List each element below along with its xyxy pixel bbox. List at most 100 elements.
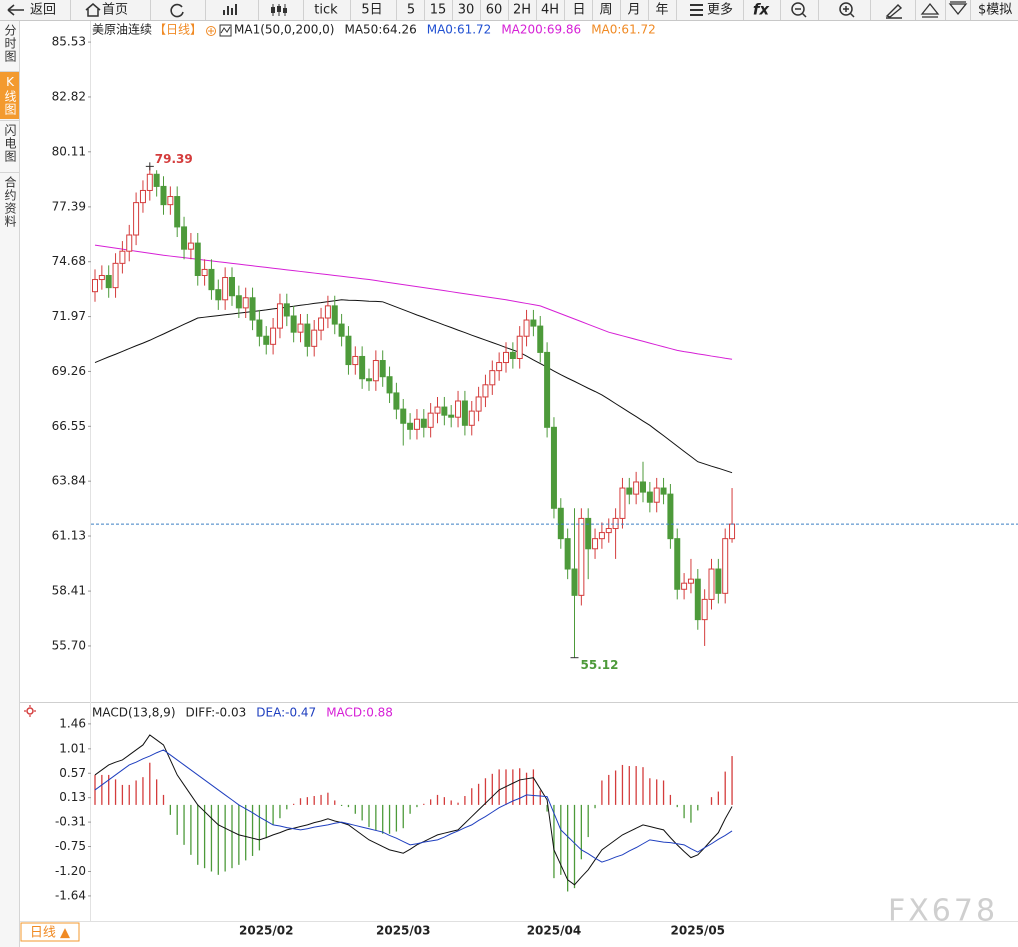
candle-body [174, 196, 181, 228]
draw-icon[interactable] [885, 4, 903, 19]
period-tab[interactable] [20, 922, 80, 942]
candle-body [571, 568, 578, 596]
toolbar-button[interactable]: tick [314, 3, 338, 18]
x-tick-label: 2025/05 [671, 924, 725, 938]
candle-body [715, 568, 722, 594]
sidebar-tab[interactable]: 合约资料 [3, 175, 17, 228]
candle-body [338, 323, 345, 337]
candle-body [256, 319, 263, 337]
legend-item: MA0:61.72 [591, 23, 656, 37]
candle-body [283, 303, 290, 317]
refresh-icon[interactable] [170, 3, 184, 18]
toolbar-button[interactable]: 5日 [361, 3, 382, 18]
candle-body [482, 384, 489, 398]
legend-item: MA200:69.86 [501, 23, 581, 37]
y-tick-label: 0.13 [59, 790, 86, 804]
down-icon[interactable] [948, 1, 968, 16]
candle-body [557, 507, 564, 540]
legend-item: MA50:64.26 [344, 23, 416, 37]
candle-body [468, 410, 475, 426]
toolbar: 返回 首页 tick 5日 5 15 30 60 2H 4H 日周月年 更多 fx $模拟 [0, 0, 1018, 21]
legend-item: MA1(50,0,200,0) [234, 23, 334, 37]
candle-body [229, 277, 235, 297]
sidebar-tab[interactable]: K线图 [3, 75, 17, 116]
toolbar-button[interactable]: 首页 [102, 3, 128, 18]
candle-body [640, 481, 646, 493]
legend-item: MACD(13,8,9) [92, 706, 176, 720]
candle-body [92, 279, 98, 293]
toolbar-button[interactable]: $模拟 [978, 3, 1012, 18]
zoom-out-icon[interactable] [791, 2, 805, 16]
candle-body [729, 523, 736, 540]
toolbar-button[interactable]: 60 [486, 3, 503, 18]
y-tick-label: 58.41 [52, 584, 86, 598]
candle-body [592, 538, 599, 550]
indicator-icon[interactable] [219, 24, 232, 37]
period-tab-label[interactable]: 日线 ▲ [30, 926, 70, 941]
indicator-line [94, 734, 733, 886]
candle-body [146, 173, 153, 191]
candle-body [537, 325, 544, 353]
back-icon[interactable] [7, 4, 24, 16]
toolbar-button[interactable]: 2H [513, 3, 531, 18]
candle-body [126, 234, 133, 252]
sidebar-tab[interactable]: 分时图 [3, 24, 17, 63]
candle-body [270, 327, 277, 345]
candle-body [345, 335, 352, 366]
bar-icon[interactable] [223, 4, 237, 15]
y-tick-label: -1.64 [55, 888, 86, 902]
zoom-in-icon[interactable] [839, 2, 853, 16]
toolbar-button[interactable]: fx [753, 1, 771, 19]
candle-body [400, 408, 407, 424]
toolbar-button[interactable]: 月 [627, 3, 640, 18]
candle-body [420, 418, 427, 428]
y-tick-label: 71.97 [52, 309, 86, 323]
candle-body [407, 422, 414, 430]
candle-body [153, 173, 160, 187]
y-tick-label: -1.20 [55, 864, 86, 878]
toolbar-button[interactable]: 日 [572, 3, 585, 18]
candle-body [427, 412, 434, 428]
active-tab-bg [0, 72, 19, 119]
macd-settings-icon[interactable] [26, 707, 34, 715]
toolbar-button[interactable]: 返回 [30, 3, 56, 18]
toolbar-button[interactable]: 15 [430, 3, 447, 18]
candle-body [701, 598, 708, 621]
y-tick-label: -0.75 [55, 839, 86, 853]
candle-body [290, 315, 297, 333]
up-icon[interactable] [920, 2, 940, 18]
home-icon[interactable] [85, 3, 101, 17]
toolbar-button[interactable]: 5 [407, 3, 415, 18]
candle-icon-body [277, 6, 281, 12]
candle-body [503, 351, 509, 364]
candle-body [366, 378, 372, 382]
x-tick-label: 2025/03 [376, 924, 430, 938]
candle-body [523, 319, 530, 337]
max-label: 79.39 [155, 152, 193, 166]
candle-body [379, 360, 386, 378]
candle-body [331, 305, 338, 325]
candle-body [304, 323, 311, 347]
toolbar-button[interactable]: 30 [458, 3, 475, 18]
candle-body [297, 323, 304, 333]
zoom-out-icon-detail [795, 8, 807, 18]
y-tick-label: 69.26 [52, 364, 86, 378]
candle-body [139, 189, 146, 204]
toolbar-button[interactable]: 年 [655, 3, 668, 18]
toolbar-button[interactable]: 4H [541, 3, 559, 18]
candle-body [160, 185, 167, 206]
more-icon[interactable] [690, 4, 703, 16]
y-tick-label: 85.53 [52, 35, 86, 49]
chart-title: 美原油连续 [92, 22, 152, 37]
add-icon[interactable] [206, 26, 217, 36]
toolbar-button[interactable]: 周 [599, 3, 612, 18]
sidebar-tab[interactable]: 闪电图 [3, 124, 17, 163]
toolbar-button[interactable]: 更多 [707, 2, 733, 18]
watermark: FX678 [888, 894, 998, 929]
candle-body [413, 418, 420, 430]
candle-body [489, 370, 496, 386]
candle-body [393, 392, 400, 410]
